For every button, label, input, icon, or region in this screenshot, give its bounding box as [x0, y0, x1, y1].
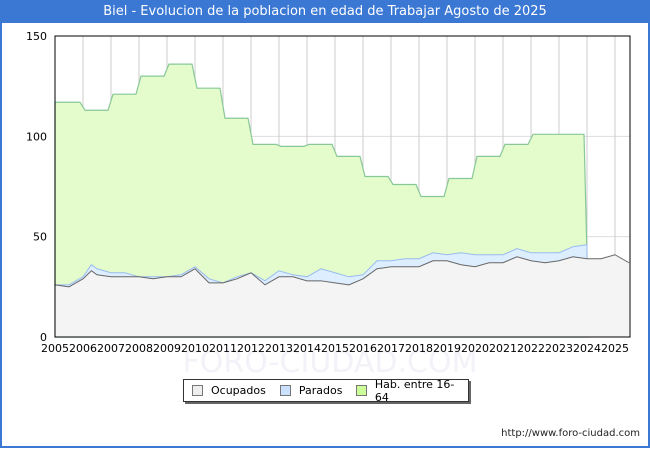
legend-item-parados: Parados	[279, 384, 343, 397]
x-tick-label: 2023	[545, 342, 573, 355]
plot-border	[54, 35, 631, 338]
legend-label: Parados	[298, 384, 343, 397]
x-tick-label: 2018	[405, 342, 433, 355]
x-tick-label: 2025	[601, 342, 629, 355]
x-tick-label: 2015	[321, 342, 349, 355]
y-tick-label: 150	[26, 30, 47, 43]
x-tick-label: 2008	[125, 342, 153, 355]
x-tick-label: 2017	[377, 342, 405, 355]
y-axis-ticks: 0 50 100 150	[26, 30, 47, 344]
legend-swatch-icon	[356, 385, 367, 396]
data-areas	[54, 63, 630, 338]
x-tick-label: 2010	[181, 342, 209, 355]
legend-swatch-icon	[279, 385, 291, 396]
legend-item-habitantes: Hab. entre 16-64	[356, 378, 462, 404]
source-url: http://www.foro-ciudad.com	[501, 428, 640, 439]
y-tick-label: 50	[33, 231, 47, 244]
x-axis-ticks: 2005 2006 2007 2008 2009 2010 2011 2012 2013 2014…	[41, 342, 629, 355]
x-tick-label: 2007	[97, 342, 125, 355]
y-tick-label: 0	[40, 331, 47, 344]
x-tick-label: 2013	[265, 342, 293, 355]
x-tick-label: 2022	[517, 342, 545, 355]
legend-item-ocupados: Ocupados	[192, 384, 266, 397]
chart-title: Biel - Evolucion de la poblacion en edad…	[0, 0, 650, 23]
x-tick-label: 2020	[461, 342, 489, 355]
x-tick-label: 2006	[69, 342, 97, 355]
x-tick-label: 2012	[237, 342, 265, 355]
legend-label: Ocupados	[211, 384, 266, 397]
chart-legend: Ocupados Parados Hab. entre 16-64	[183, 378, 469, 404]
ocupados-area	[55, 254, 629, 337]
ocupados-line	[54, 254, 630, 288]
y-tick-label: 100	[26, 130, 47, 143]
legend-label: Hab. entre 16-64	[374, 377, 455, 404]
x-tick-label: 2021	[489, 342, 517, 355]
x-tick-label: 2005	[41, 342, 69, 355]
x-tick-label: 2011	[209, 342, 237, 355]
legend-swatch-icon	[192, 385, 203, 396]
x-tick-label: 2009	[153, 342, 181, 355]
x-tick-label: 2019	[433, 342, 461, 355]
x-tick-label: 2016	[349, 342, 377, 355]
x-tick-label: 2024	[573, 342, 601, 355]
x-tick-label: 2014	[293, 342, 321, 355]
watermark: FORO-CIUDAD.COM	[183, 345, 478, 380]
